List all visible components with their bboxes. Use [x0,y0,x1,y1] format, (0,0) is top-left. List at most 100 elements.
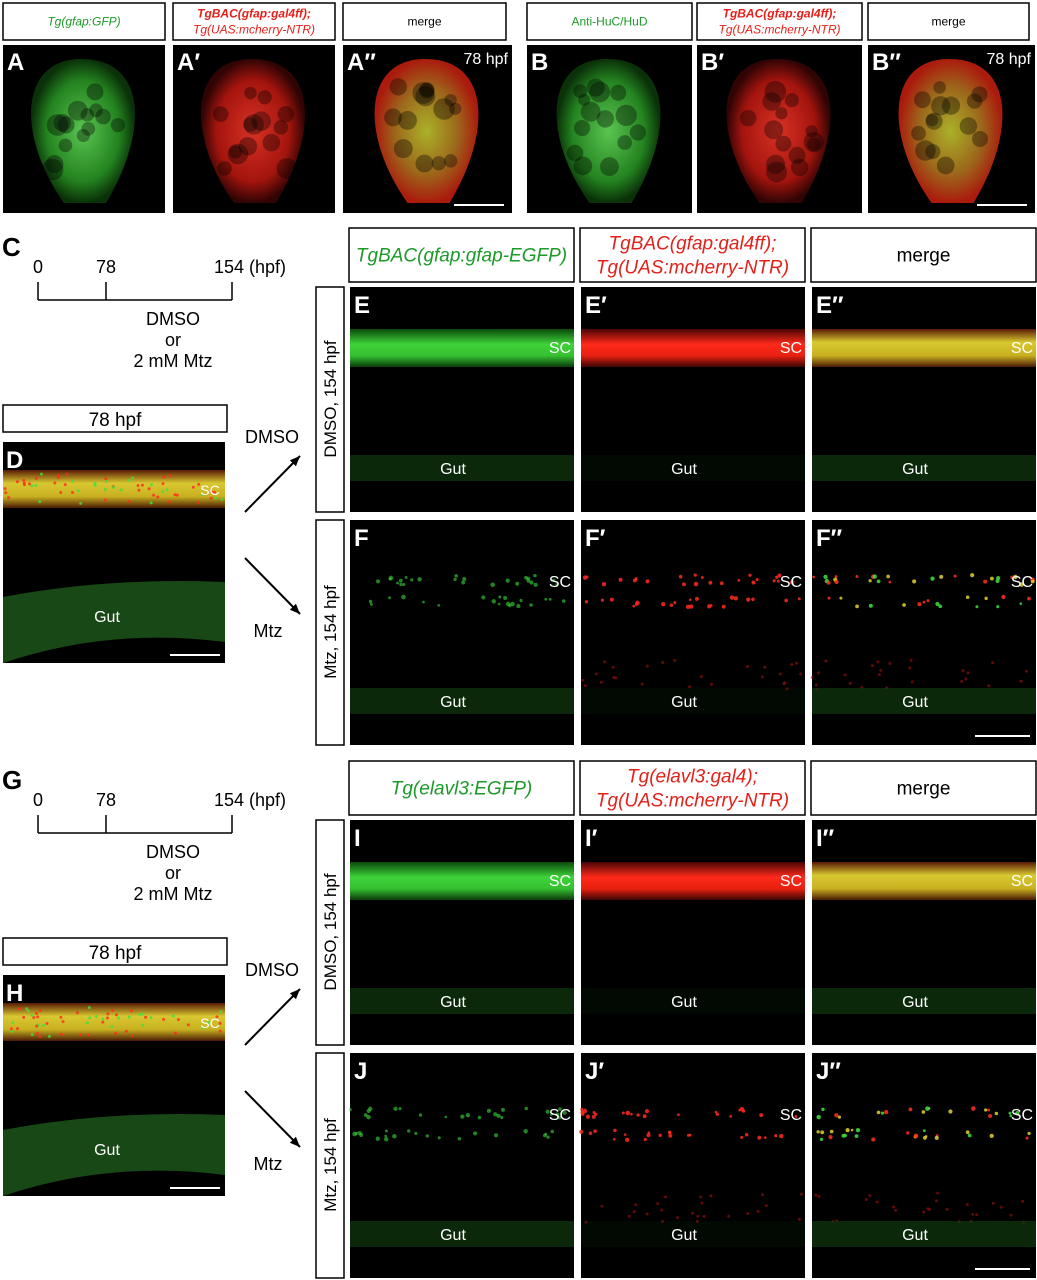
cell [799,672,803,676]
cell [59,1015,63,1019]
cell [111,485,115,489]
cell [444,1115,448,1119]
cell [75,1011,79,1015]
header-box [348,227,575,283]
cell [22,483,26,487]
cell [737,578,741,582]
cell [872,574,877,579]
panel-label: J′ [585,1058,604,1085]
cell [418,1113,423,1117]
cell [645,664,649,668]
gut [812,988,1036,1014]
cell [854,1134,859,1139]
panel-label: A″ [347,49,376,76]
cell [925,1106,930,1111]
cell [212,106,229,122]
cell [645,579,650,584]
cell [841,1133,846,1138]
cell [883,1109,889,1115]
cell [618,577,623,582]
header-box [2,937,228,966]
cell [56,476,60,480]
cell [621,1111,625,1115]
cell [1001,594,1006,600]
cell [855,604,859,609]
cell [36,1015,40,1019]
cell [864,1197,868,1201]
cell [149,1016,153,1020]
cell [384,1129,388,1133]
cell [63,483,67,487]
cell [784,598,788,603]
cell [524,1106,529,1111]
cell [987,1108,991,1112]
cell [277,106,295,123]
cell [911,125,926,141]
cell [894,1208,898,1212]
cell [821,1107,825,1112]
tissue [374,58,479,203]
cell [774,1134,778,1138]
cell [953,574,957,578]
cell [888,661,892,665]
cell [961,669,965,673]
cell [67,100,88,121]
cell [829,1129,834,1134]
cell [388,577,392,581]
cell [38,1035,42,1039]
marker: Gut [671,994,697,1011]
cell [820,1130,825,1135]
cell [761,1193,765,1197]
cell [632,1210,636,1214]
panel-label: D [6,447,23,474]
panel-label: E″ [816,292,844,319]
cell [384,108,402,127]
cell [810,675,814,679]
cell [490,582,495,588]
cell [589,81,611,103]
cell [694,596,699,601]
cell [152,493,156,497]
cell [39,1008,43,1012]
cell [763,1136,767,1139]
cell [140,483,144,487]
cell [971,1212,975,1216]
cell [70,479,74,483]
cell [928,1207,932,1211]
cell [161,482,165,486]
cell [546,1135,550,1139]
marker: SC [549,340,571,357]
cell [695,1219,699,1223]
cell [106,1016,110,1020]
cell [114,1031,118,1035]
cell [144,1015,148,1019]
cell [573,156,593,176]
cell [819,1137,824,1141]
marker: SC [549,1107,571,1124]
cell [101,1017,105,1021]
cell [906,1131,910,1135]
cell [983,579,988,584]
cell [751,580,756,585]
cell [444,93,457,107]
cell [415,86,436,107]
cell [552,578,556,582]
cell [11,1021,15,1025]
cell [39,472,43,476]
cell [763,665,767,669]
cell [174,1031,178,1035]
panel-label: F [354,525,369,552]
cell [251,111,272,131]
cell [994,1111,999,1116]
cell [176,1018,180,1022]
cell [481,595,486,600]
cell [965,595,970,600]
cell [418,82,435,99]
cell [550,1113,553,1116]
cell [581,678,585,682]
cell [817,1194,821,1198]
cell [789,580,795,585]
panel-label: E′ [585,292,607,319]
cell [816,1114,821,1120]
cell [594,1112,598,1116]
